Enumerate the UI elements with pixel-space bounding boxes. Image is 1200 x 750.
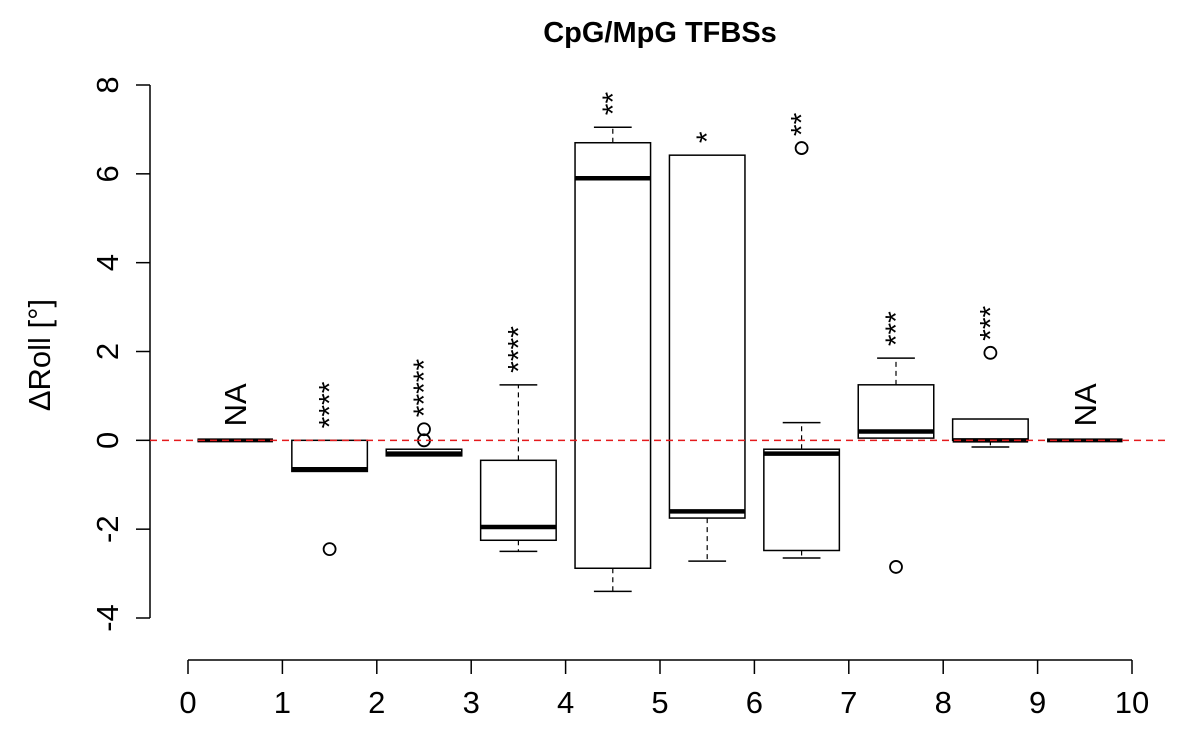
na-label: NA: [218, 383, 253, 426]
x-tick-label: 3: [463, 685, 480, 720]
box-body: [574, 141, 652, 570]
significance-stars: **: [597, 92, 630, 116]
x-tick-label: 2: [368, 685, 385, 720]
y-tick-label: -2: [90, 515, 125, 543]
box-1-2: ****: [291, 381, 369, 557]
x-tick-label: 9: [1029, 685, 1046, 720]
box-2-3: *****: [385, 359, 463, 457]
box-3-4: ****: [479, 326, 557, 553]
outlier-point: [322, 542, 337, 557]
na-label: NA: [1068, 383, 1103, 426]
significance-stars: ***: [974, 305, 1007, 340]
box-7-8: ***: [857, 311, 935, 574]
x-axis: 0 1 2 3 4 5 6 7 8 9 10: [179, 659, 1149, 720]
y-axis: -4 -2 0 2 4 6 8: [90, 76, 151, 632]
box-9-10: NA: [1047, 383, 1123, 443]
x-tick-label: 10: [1115, 685, 1149, 720]
box-body: [291, 439, 369, 473]
y-axis-label: ΔRoll [°]: [22, 299, 57, 411]
plot-area: NA **** ***************** ***NA: [150, 92, 1170, 593]
box-body: [951, 418, 1029, 442]
box-0-1: NA: [197, 383, 273, 443]
significance-stars: **: [786, 112, 819, 136]
x-tick-label: 1: [274, 685, 291, 720]
y-tick-label: 4: [90, 254, 125, 271]
outlier-point: [889, 560, 903, 574]
y-tick-label: 8: [90, 76, 125, 93]
box-body: [763, 448, 841, 552]
significance-stars: *: [691, 131, 724, 143]
x-tick-label: 5: [651, 685, 668, 720]
box-body: [668, 154, 746, 519]
y-tick-label: 2: [90, 343, 125, 360]
significance-stars: ***: [880, 311, 913, 346]
y-tick-label: 6: [90, 165, 125, 182]
box-5-6: *: [668, 131, 746, 562]
box-6-7: **: [763, 112, 841, 559]
x-tick-label: 8: [935, 685, 952, 720]
box-4-5: **: [574, 92, 652, 593]
significance-stars: ****: [502, 326, 535, 373]
y-tick-label: -4: [90, 604, 125, 632]
significance-stars: *****: [408, 359, 441, 418]
outlier-point: [417, 422, 431, 437]
x-tick-label: 6: [746, 685, 763, 720]
outlier-point: [794, 141, 809, 155]
x-tick-label: 0: [179, 685, 196, 720]
y-tick-label: 0: [90, 432, 125, 449]
x-tick-label: 7: [840, 685, 857, 720]
x-tick-label: 4: [557, 685, 574, 720]
box-8-9: ***: [951, 305, 1029, 448]
outlier-point: [983, 345, 998, 360]
significance-stars: ****: [314, 381, 347, 428]
chart-title: CpG/MpG TFBSs: [543, 17, 777, 49]
